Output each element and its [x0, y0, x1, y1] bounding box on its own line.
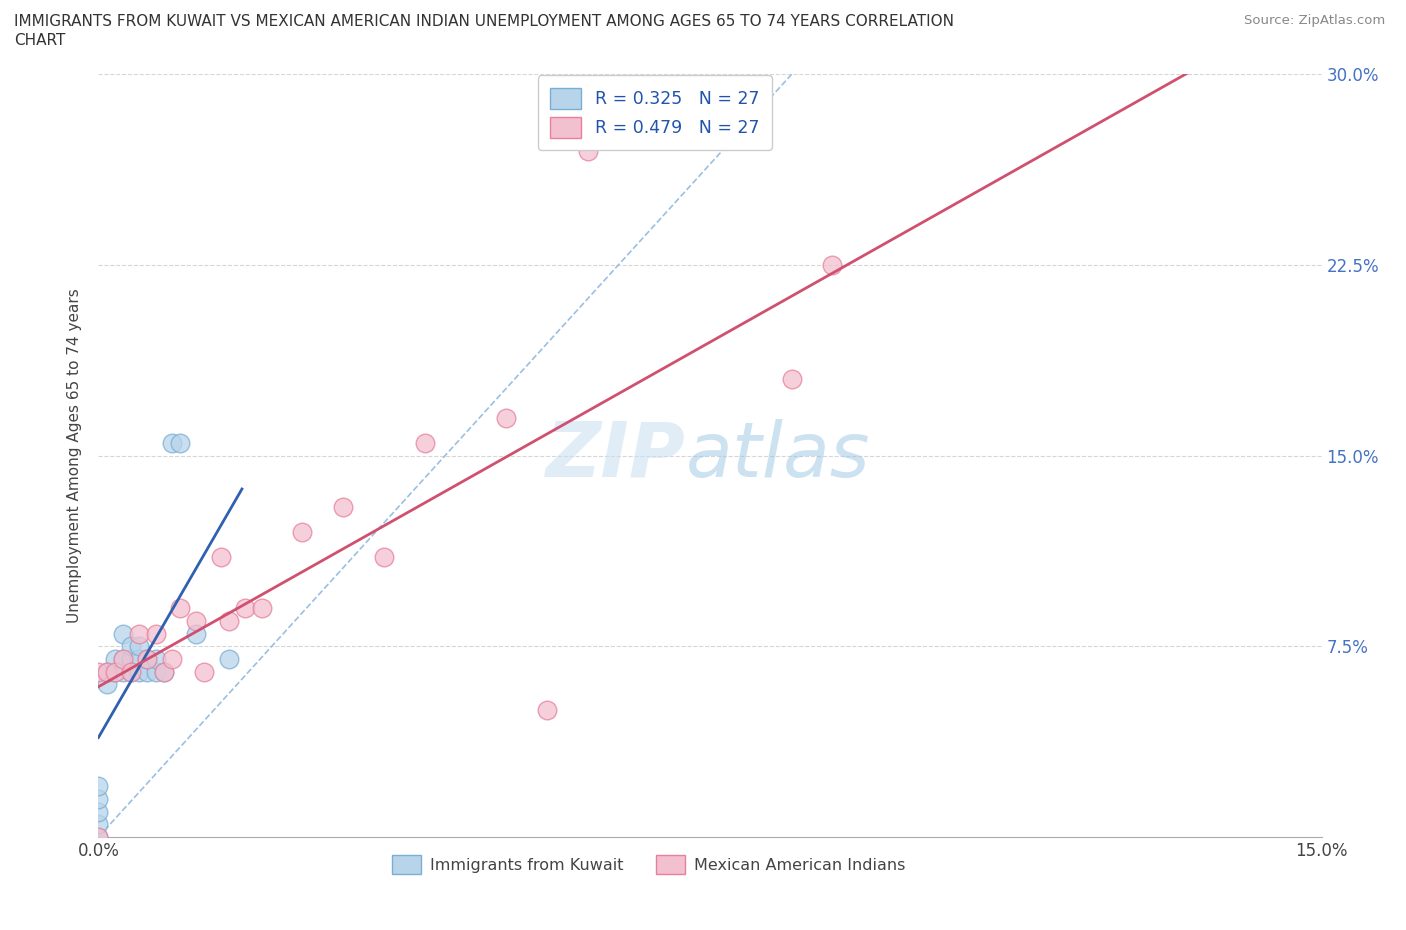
Point: [128, 652, 150, 667]
Point: [87, 817, 110, 831]
Point: [169, 435, 191, 450]
Point: [413, 435, 436, 450]
Y-axis label: Unemployment Among Ages 65 to 74 years: Unemployment Among Ages 65 to 74 years: [67, 288, 83, 623]
Text: ZIP: ZIP: [546, 418, 686, 493]
Point: [96, 664, 118, 679]
Point: [128, 664, 150, 679]
Point: [87, 830, 110, 844]
Point: [120, 664, 142, 679]
Point: [136, 652, 159, 667]
Point: [87, 804, 110, 819]
Text: IMMIGRANTS FROM KUWAIT VS MEXICAN AMERICAN INDIAN UNEMPLOYMENT AMONG AGES 65 TO : IMMIGRANTS FROM KUWAIT VS MEXICAN AMERIC…: [14, 14, 955, 29]
Point: [136, 664, 159, 679]
Text: CHART: CHART: [14, 33, 66, 47]
Point: [111, 664, 134, 679]
Point: [495, 410, 517, 425]
Point: [218, 614, 240, 629]
Point: [104, 652, 127, 667]
Point: [145, 664, 167, 679]
Point: [373, 550, 395, 565]
Point: [218, 652, 240, 667]
Point: [186, 614, 208, 629]
Point: [332, 499, 354, 514]
Point: [111, 626, 134, 641]
Point: [152, 664, 174, 679]
Point: [209, 550, 232, 565]
Point: [128, 639, 150, 654]
Point: [145, 652, 167, 667]
Point: [576, 143, 599, 158]
Point: [152, 664, 174, 679]
Point: [186, 626, 208, 641]
Point: [120, 652, 142, 667]
Point: [193, 664, 215, 679]
Text: Source: ZipAtlas.com: Source: ZipAtlas.com: [1244, 14, 1385, 27]
Point: [169, 601, 191, 616]
Point: [111, 652, 134, 667]
Point: [250, 601, 273, 616]
Point: [160, 435, 183, 450]
Point: [120, 639, 142, 654]
Point: [87, 664, 110, 679]
Point: [120, 664, 142, 679]
Point: [136, 652, 159, 667]
Text: atlas: atlas: [686, 418, 870, 493]
Point: [96, 664, 118, 679]
Legend: Immigrants from Kuwait, Mexican American Indians: Immigrants from Kuwait, Mexican American…: [384, 847, 914, 883]
Point: [145, 626, 167, 641]
Point: [160, 652, 183, 667]
Point: [780, 372, 803, 387]
Point: [111, 652, 134, 667]
Point: [291, 525, 314, 539]
Point: [536, 702, 558, 717]
Point: [104, 664, 127, 679]
Point: [87, 791, 110, 806]
Point: [233, 601, 256, 616]
Point: [128, 626, 150, 641]
Point: [104, 664, 127, 679]
Point: [87, 830, 110, 844]
Point: [821, 258, 844, 272]
Point: [96, 677, 118, 692]
Point: [87, 778, 110, 793]
